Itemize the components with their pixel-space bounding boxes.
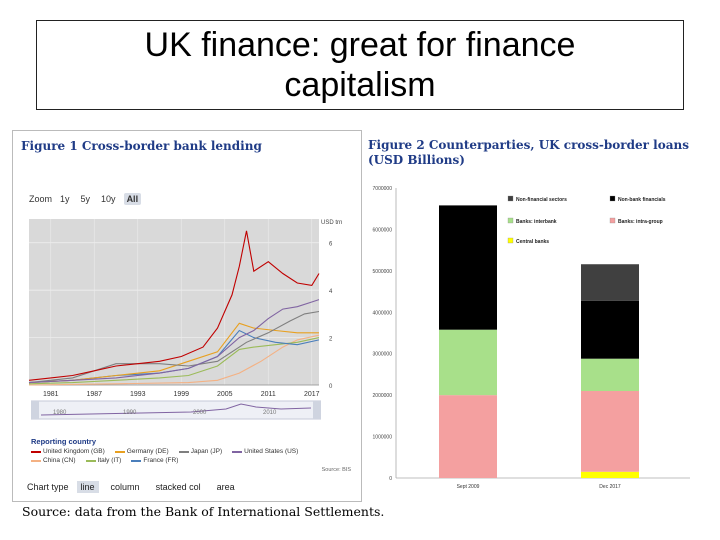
y-tick-label: 4 — [329, 289, 333, 295]
figure1-legend: Reporting country United Kingdom (GB) Ge… — [31, 437, 298, 466]
legend-label: Central banks — [516, 239, 549, 245]
legend-swatch — [609, 217, 616, 224]
navigator-tick: 1980 — [53, 410, 67, 416]
x-tick-label: 2005 — [217, 391, 233, 398]
legend-label: Banks: intra-group — [618, 219, 663, 225]
figure2-panel: Figure 2 Counterparties, UK cross-border… — [362, 130, 698, 502]
legend-item-italy[interactable]: Italy (IT) — [85, 457, 121, 464]
legend-swatch — [507, 195, 514, 202]
y-tick-label: 5000000 — [373, 269, 393, 275]
zoom-label: Zoom — [29, 194, 53, 204]
y-tick-label: 0 — [389, 476, 392, 482]
slide-title: UK finance: great for finance capitalism — [144, 26, 576, 104]
time-navigator[interactable]: 1980 1990 2000 2010 — [31, 397, 321, 425]
x-category-label: Sept 2009 — [457, 484, 480, 490]
bar-segment-banks-interbank — [439, 329, 497, 396]
chart-type-stacked-col-button[interactable]: stacked col — [155, 482, 201, 492]
legend-label: Banks: interbank — [516, 219, 557, 225]
y-tick-label: 6000000 — [373, 227, 393, 233]
legend-item-japan[interactable]: Japan (JP) — [178, 448, 222, 455]
x-tick-label: 2011 — [261, 391, 276, 398]
x-category-label: Dec 2017 — [599, 484, 621, 490]
x-tick-label: 1993 — [130, 391, 146, 398]
figure2-title: Figure 2 Counterparties, UK cross-border… — [368, 138, 689, 167]
y-tick-label: 2 — [329, 337, 333, 343]
figure1-panel: Figure 1 Cross-border bank lending Zoom … — [12, 130, 362, 502]
slide-source: Source: data from the Bank of Internatio… — [22, 504, 385, 519]
navigator-tick: 2010 — [263, 410, 277, 416]
chart-type-column-button[interactable]: column — [110, 482, 140, 492]
series-line-germany-de — [28, 322, 319, 384]
y-tick-label: 1000000 — [373, 435, 393, 441]
bar-segment-banks-intra-group — [439, 395, 497, 478]
legend-label: Non-financial sectors — [516, 197, 567, 203]
plot-area — [29, 219, 319, 385]
legend-item-us[interactable]: United States (US) — [232, 448, 298, 455]
x-tick-label: 1999 — [173, 391, 189, 398]
zoom-5y-button[interactable]: 5y — [80, 194, 91, 204]
legend-item-uk[interactable]: United Kingdom (GB) — [31, 448, 105, 455]
series-line-japan-jp — [28, 310, 320, 384]
zoom-all-button[interactable]: All — [123, 193, 142, 205]
chart-type-label: Chart type — [27, 482, 69, 492]
bar-segment-non-bank-financials — [581, 300, 639, 359]
figure1-source-note: Source: BIS — [321, 467, 351, 473]
bar-segment-banks-interbank — [581, 358, 639, 391]
zoom-1y-button[interactable]: 1y — [60, 194, 70, 204]
x-tick-label: 1981 — [43, 391, 59, 398]
y-tick-label: 3000000 — [373, 352, 393, 358]
legend-item-germany[interactable]: Germany (DE) — [114, 448, 169, 455]
y-tick-label: 7000000 — [373, 186, 393, 192]
navigator-left-handle[interactable] — [31, 401, 39, 419]
x-tick-label: 2017 — [304, 391, 320, 398]
legend-swatch — [609, 195, 616, 202]
navigator-right-handle[interactable] — [313, 401, 321, 419]
legend-swatch — [507, 217, 514, 224]
navigator-series-line — [40, 403, 312, 416]
legend-item-france[interactable]: France (FR) — [131, 457, 178, 464]
bar-segment-banks-intra-group — [581, 391, 639, 472]
chart-type-area-button[interactable]: area — [216, 482, 235, 492]
y-tick-label: 0 — [329, 384, 333, 390]
bar-segment-central-banks — [581, 471, 639, 478]
y-axis-unit: USD trn — [321, 220, 342, 226]
legend-label: Non-bank financials — [618, 197, 666, 203]
y-tick-label: 6 — [329, 242, 333, 248]
y-tick-label: 2000000 — [373, 393, 393, 399]
zoom-10y-button[interactable]: 10y — [101, 194, 116, 204]
y-tick-label: 4000000 — [373, 310, 393, 316]
navigator-tick: 2000 — [193, 410, 207, 416]
figure1-line-chart: 0 2 4 6 USD trn 1981 1987 1993 1999 2005 2011 2017 — [28, 219, 342, 398]
series-line-italy-it — [28, 337, 320, 385]
navigator-tick: 1990 — [123, 410, 137, 416]
figure1-title: Figure 1 Cross-border bank lending — [21, 139, 262, 153]
series-line-united-states-us — [28, 299, 320, 384]
navigator-track — [31, 400, 321, 420]
figure2-stacked-bar-chart: 0 1000000 2000000 3000000 4000000 5000000 6000… — [373, 186, 690, 490]
series-line-united-kingdom-gb — [28, 230, 320, 381]
bar-segment-non-financial-sectors — [581, 264, 639, 301]
slide-title-box: UK finance: great for finance capitalism — [36, 20, 684, 110]
chart-type-bar: Chart type line column stacked col area — [27, 481, 239, 493]
legend-swatch — [507, 237, 514, 244]
bar-segment-non-bank-financials — [439, 205, 497, 330]
chart-type-line-button[interactable]: line — [76, 481, 99, 493]
legend-heading: Reporting country — [31, 437, 96, 446]
zoom-bar: Zoom 1y 5y 10y All — [29, 193, 142, 205]
x-tick-label: 1987 — [86, 391, 102, 398]
legend-item-china[interactable]: China (CN) — [31, 457, 76, 464]
